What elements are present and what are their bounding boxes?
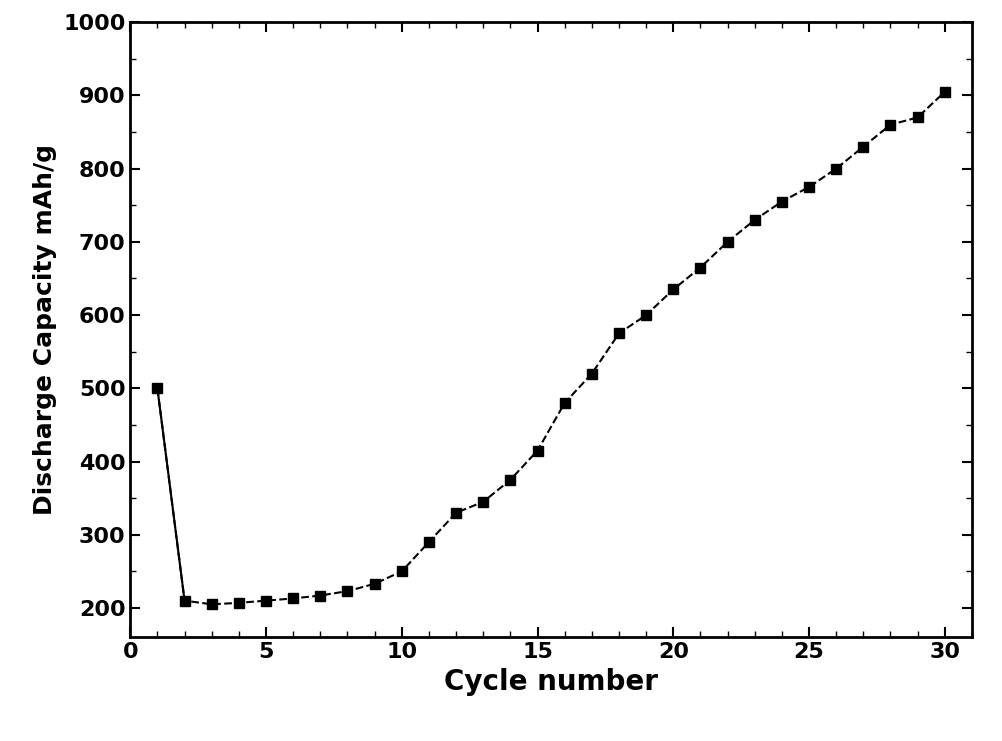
Y-axis label: Discharge Capacity mAh/g: Discharge Capacity mAh/g [33, 144, 57, 515]
X-axis label: Cycle number: Cycle number [444, 668, 658, 696]
